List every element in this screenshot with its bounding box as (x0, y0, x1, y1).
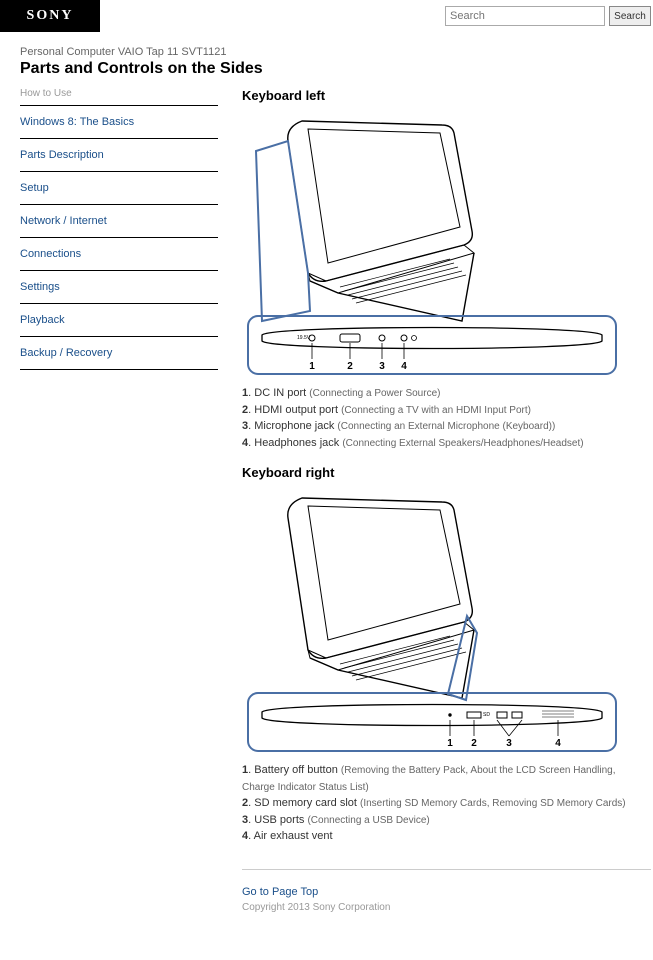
legend-item: 2. HDMI output port (Connecting a TV wit… (242, 402, 651, 419)
page-title: Parts and Controls on the Sides (20, 60, 633, 78)
svg-text:4: 4 (555, 738, 561, 749)
legend-right: 1. Battery off button (Removing the Batt… (242, 762, 651, 845)
layout: How to Use Windows 8: The Basics Parts D… (0, 84, 653, 933)
main-content: Keyboard left (218, 88, 653, 913)
nav-item-setup[interactable]: Setup (20, 172, 218, 205)
nav-item-network[interactable]: Network / Internet (20, 205, 218, 238)
svg-text:1: 1 (447, 738, 453, 749)
section-title-left: Keyboard left (242, 88, 651, 103)
sony-logo: SONY (0, 0, 100, 32)
legend-left: 1. DC IN port (Connecting a Power Source… (242, 385, 651, 451)
top-bar: SONY Search (0, 0, 653, 34)
search-button[interactable]: Search (609, 6, 651, 26)
divider (242, 869, 651, 870)
legend-item: 4. Air exhaust vent (242, 828, 651, 845)
svg-text:SD: SD (483, 712, 490, 718)
svg-text:3: 3 (506, 738, 512, 749)
legend-item: 4. Headphones jack (Connecting External … (242, 435, 651, 452)
svg-text:2: 2 (471, 738, 477, 749)
sidebar: How to Use Windows 8: The Basics Parts D… (20, 88, 218, 913)
nav-item-backup[interactable]: Backup / Recovery (20, 337, 218, 370)
nav-item-settings[interactable]: Settings (20, 271, 218, 304)
model-text: Personal Computer VAIO Tap 11 SVT1121 (20, 46, 633, 58)
section-title-right: Keyboard right (242, 465, 651, 480)
nav-item-windows8[interactable]: Windows 8: The Basics (20, 105, 218, 139)
go-to-top-link[interactable]: Go to Page Top (242, 886, 318, 898)
svg-text:2: 2 (347, 361, 353, 372)
figure-keyboard-right: SD 1 2 3 4 (242, 488, 622, 758)
legend-item: 3. USB ports (Connecting a USB Device) (242, 812, 651, 829)
legend-item: 1. DC IN port (Connecting a Power Source… (242, 385, 651, 402)
nav-item-parts[interactable]: Parts Description (20, 139, 218, 172)
svg-text:1: 1 (309, 361, 315, 372)
legend-item: 3. Microphone jack (Connecting an Extern… (242, 418, 651, 435)
nav-item-playback[interactable]: Playback (20, 304, 218, 337)
page-header: Personal Computer VAIO Tap 11 SVT1121 Pa… (0, 34, 653, 84)
howto-label: How to Use (20, 88, 218, 99)
search-input[interactable] (445, 6, 605, 26)
legend-item: 2. SD memory card slot (Inserting SD Mem… (242, 795, 651, 812)
nav: Windows 8: The Basics Parts Description … (20, 105, 218, 370)
copyright: Copyright 2013 Sony Corporation (242, 902, 651, 913)
figure-keyboard-left: 19.5V 1 2 3 4 (242, 111, 622, 381)
svg-text:3: 3 (379, 361, 385, 372)
svg-text:4: 4 (401, 361, 407, 372)
nav-item-connections[interactable]: Connections (20, 238, 218, 271)
search-wrap: Search (445, 0, 653, 26)
svg-text:19.5V: 19.5V (297, 335, 311, 341)
legend-item: 1. Battery off button (Removing the Batt… (242, 762, 651, 795)
